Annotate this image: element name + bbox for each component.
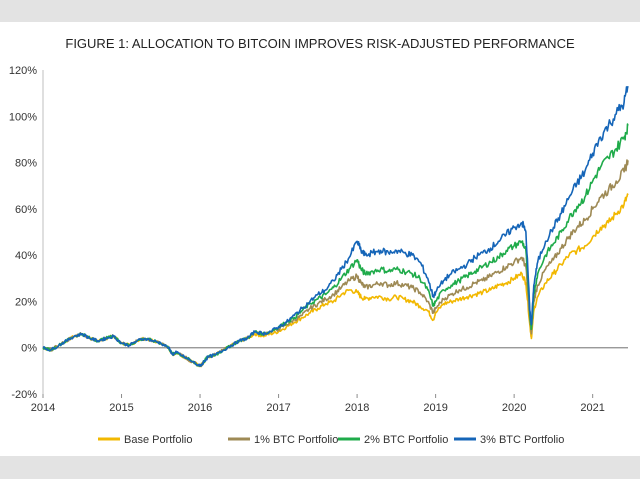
x-tick-label: 2017: [266, 402, 290, 414]
x-tick-label: 2016: [188, 402, 212, 414]
axis-layer: 120% 100% 80% 60% 40% 20% 0% -20%2014 2015 2016 20…: [9, 65, 628, 414]
chart-title: FIGURE 1: ALLOCATION TO BITCOIN IMPROVES…: [65, 36, 575, 51]
chart-card: FIGURE 1: ALLOCATION TO BITCOIN IMPROVES…: [0, 22, 640, 456]
x-tick-label: 2021: [580, 402, 604, 414]
y-tick-label: 0%: [21, 343, 37, 355]
y-tick-label: 120%: [9, 65, 37, 77]
y-tick-label: 40%: [15, 250, 37, 262]
y-tick-label: 60%: [15, 204, 37, 216]
legend-label: 1% BTC Portfolio: [254, 434, 338, 446]
x-tick-label: 2015: [109, 402, 133, 414]
y-tick-label: 100%: [9, 111, 37, 123]
legend-label: 3% BTC Portfolio: [480, 434, 564, 446]
y-tick-label: 80%: [15, 158, 37, 170]
x-tick-label: 2018: [345, 402, 369, 414]
y-tick-label: 20%: [15, 296, 37, 308]
series-line-1-btc-portfolio: [42, 159, 629, 368]
x-tick-label: 2019: [423, 402, 447, 414]
line-chart: FIGURE 1: ALLOCATION TO BITCOIN IMPROVES…: [9, 36, 629, 446]
legend-label: Base Portfolio: [124, 434, 192, 446]
series-layer: [42, 85, 629, 368]
series-line-3-btc-portfolio: [42, 85, 629, 368]
x-tick-label: 2014: [31, 402, 55, 414]
legend: Base Portfolio 1% BTC Portfolio 2% BTC Por…: [98, 434, 564, 446]
x-tick-label: 2020: [502, 402, 526, 414]
y-tick-label: -20%: [11, 389, 37, 401]
series-line-2-btc-portfolio: [42, 123, 629, 368]
legend-label: 2% BTC Portfolio: [364, 434, 448, 446]
